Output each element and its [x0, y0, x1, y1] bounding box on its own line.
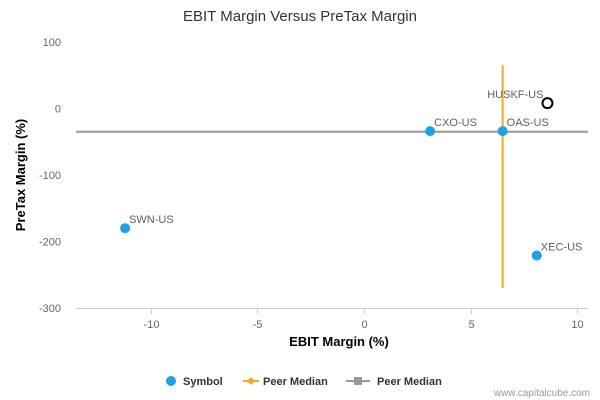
point-label: OAS-US — [507, 117, 549, 129]
legend-symbol-marker — [166, 376, 176, 386]
credit-text: www.capitalcube.com — [493, 388, 590, 399]
data-point-highlight[interactable] — [541, 97, 554, 110]
chart-title: EBIT Margin Versus PreTax Margin — [183, 8, 417, 25]
legend-square-marker — [354, 377, 362, 385]
x-axis-ticks: -10 -5 0 5 10 — [144, 308, 584, 331]
y-tick-label: -100 — [39, 170, 61, 182]
point-label: SWN-US — [129, 214, 174, 226]
data-points: HUSKF-US CXO-US OAS-US SWN-US XEC-US — [120, 89, 583, 261]
y-tick-label: -300 — [39, 303, 61, 315]
point-label: HUSKF-US — [487, 89, 543, 101]
data-point[interactable] — [531, 250, 542, 261]
y-tick-label: -200 — [39, 237, 61, 249]
legend-label: Peer Median — [377, 376, 442, 388]
data-point[interactable] — [120, 223, 131, 234]
x-tick-label: 0 — [361, 319, 367, 331]
point-label: XEC-US — [541, 241, 583, 253]
plot-area: -10 -5 0 5 10 100 0 -100 -200 -300 HUSKF-US CXO-U… — [39, 37, 588, 331]
legend-label: Symbol — [183, 376, 223, 388]
x-tick-label: -5 — [253, 319, 263, 331]
legend-diamond-marker — [247, 377, 255, 385]
data-point[interactable] — [497, 126, 508, 137]
point-label: CXO-US — [434, 117, 477, 129]
x-tick-label: -10 — [144, 319, 160, 331]
legend: Symbol Peer Median Peer Median — [166, 376, 442, 388]
x-axis-title: EBIT Margin (%) — [289, 334, 389, 349]
data-point[interactable] — [425, 126, 436, 137]
legend-label: Peer Median — [263, 376, 328, 388]
y-tick-label: 100 — [43, 37, 61, 49]
x-tick-label: 5 — [468, 319, 474, 331]
y-axis-title: PreTax Margin (%) — [13, 119, 28, 231]
y-axis-ticks: 100 0 -100 -200 -300 — [39, 37, 61, 315]
y-tick-label: 0 — [55, 104, 61, 116]
x-tick-label: 10 — [571, 319, 583, 331]
